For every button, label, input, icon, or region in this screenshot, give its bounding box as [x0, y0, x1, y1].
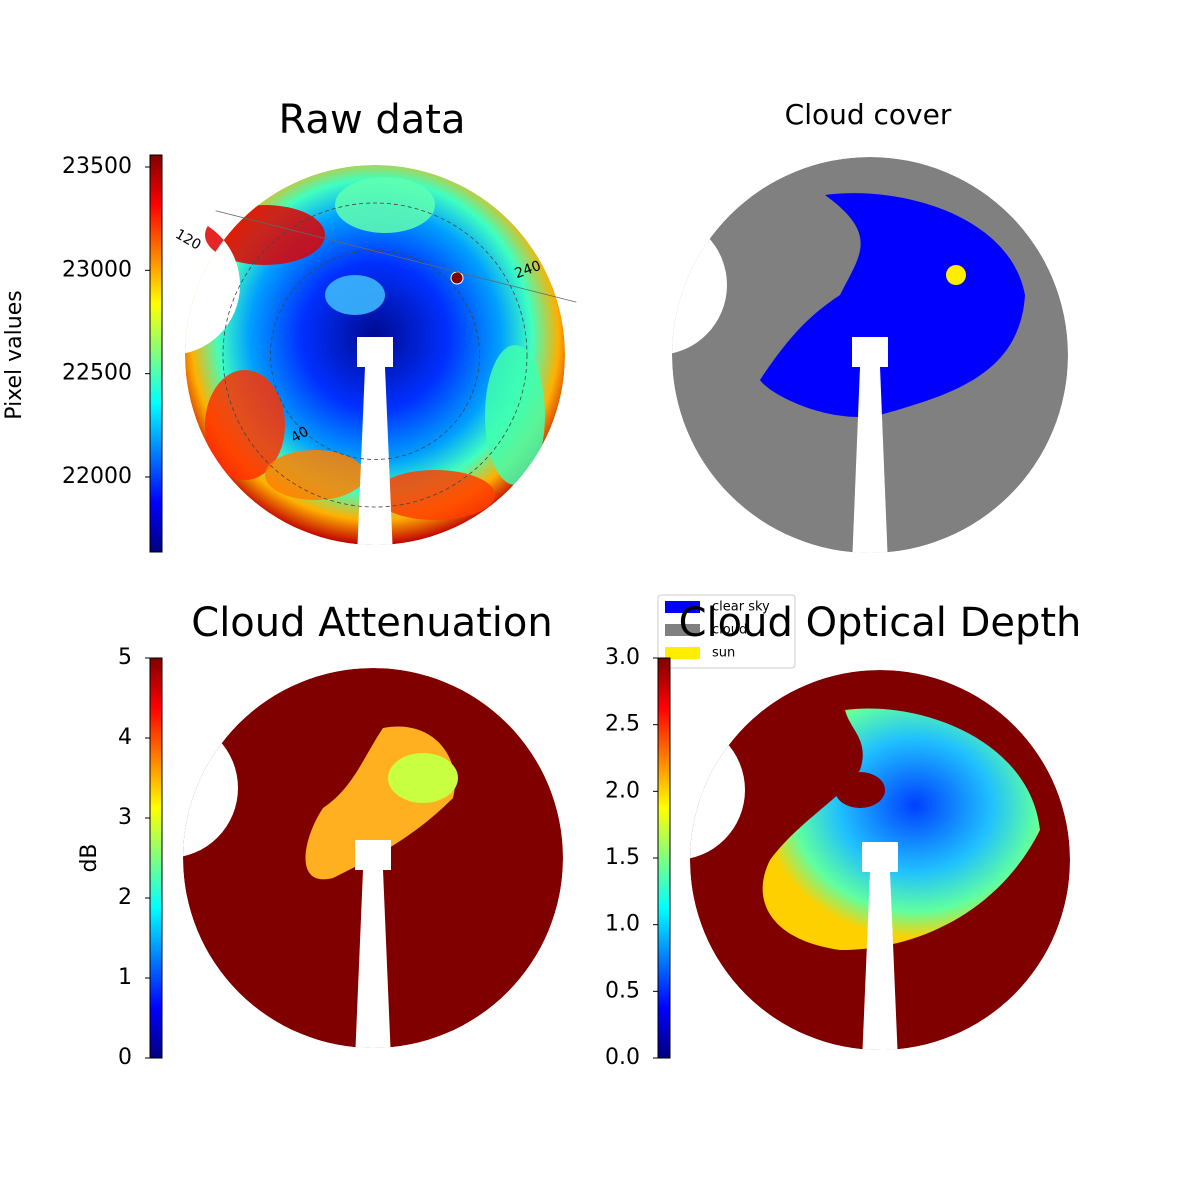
cloud-patch — [205, 205, 325, 265]
camera-mast — [355, 840, 391, 1048]
camera-mast — [852, 337, 888, 553]
colorbar — [149, 657, 163, 1059]
low-attenuation-core — [388, 753, 458, 803]
polar-grid-circle — [222, 202, 528, 508]
panel-title: Cloud Optical Depth — [679, 600, 1082, 646]
polar-tick-label: 40 — [288, 424, 311, 447]
sky-panel — [183, 668, 563, 1048]
legend-swatch — [665, 647, 700, 659]
colorbar-tick-label: 1 — [118, 965, 132, 990]
cloud-patch — [485, 345, 545, 485]
colorbar-tick-label: 23000 — [62, 257, 132, 282]
colorbar-tick-label: 22500 — [62, 361, 132, 386]
cloud-patch — [325, 275, 385, 315]
polar-grid-circle — [270, 250, 480, 460]
colorbar-tick-label: 0 — [118, 1045, 132, 1070]
polar-tick-label: 120 — [172, 226, 203, 253]
colorbar-tick-label: 1.0 — [605, 912, 640, 937]
colorbar-tick-label: 0.0 — [605, 1045, 640, 1070]
sky-panel — [672, 157, 1068, 553]
colorbar-tick-label: 0.5 — [605, 978, 640, 1003]
panel-title: Cloud Attenuation — [191, 600, 552, 646]
camera-mast — [862, 842, 898, 1050]
sky-panel — [690, 670, 1070, 1050]
colorbar-tick-label: 2.0 — [605, 778, 640, 803]
colorbar-tick-label: 1.5 — [605, 845, 640, 870]
colorbar-tick-label: 2.5 — [605, 712, 640, 737]
cloud-patch — [265, 450, 365, 500]
colorbar-tick-label: 5 — [118, 645, 132, 670]
legend-label: cloud — [712, 623, 747, 638]
colorbar — [149, 154, 163, 553]
colorbar — [657, 657, 671, 1059]
colorbar-label: Pixel values — [2, 290, 27, 419]
colorbar-tick-label: 2 — [118, 885, 132, 910]
legend-swatch — [665, 624, 700, 636]
cloud-patch — [335, 177, 435, 233]
colorbar-tick-label: 22000 — [62, 464, 132, 489]
clear-sky-region — [760, 193, 1025, 417]
sky-panel — [185, 165, 565, 545]
colorbar-tick-label: 4 — [118, 725, 132, 750]
polar-grid-line — [215, 210, 577, 303]
legend-label: clear sky — [712, 600, 770, 615]
sun-region — [946, 265, 966, 285]
panel-title: Cloud cover — [785, 98, 952, 131]
sun-spot — [450, 271, 464, 285]
colorbar-tick-label: 23500 — [62, 154, 132, 179]
colorbar-tick-label: 3.0 — [605, 645, 640, 670]
colorbar-label: dB — [77, 843, 102, 872]
legend-swatch — [665, 601, 700, 613]
colorbar-tick-label: 3 — [118, 805, 132, 830]
camera-mast — [357, 337, 393, 545]
legend-label: sun — [712, 646, 735, 661]
thin-cloud-region — [762, 708, 1040, 950]
cloud-patch — [205, 370, 285, 480]
panel-title: Raw data — [279, 97, 466, 143]
thick-cloud-patch — [835, 772, 885, 808]
